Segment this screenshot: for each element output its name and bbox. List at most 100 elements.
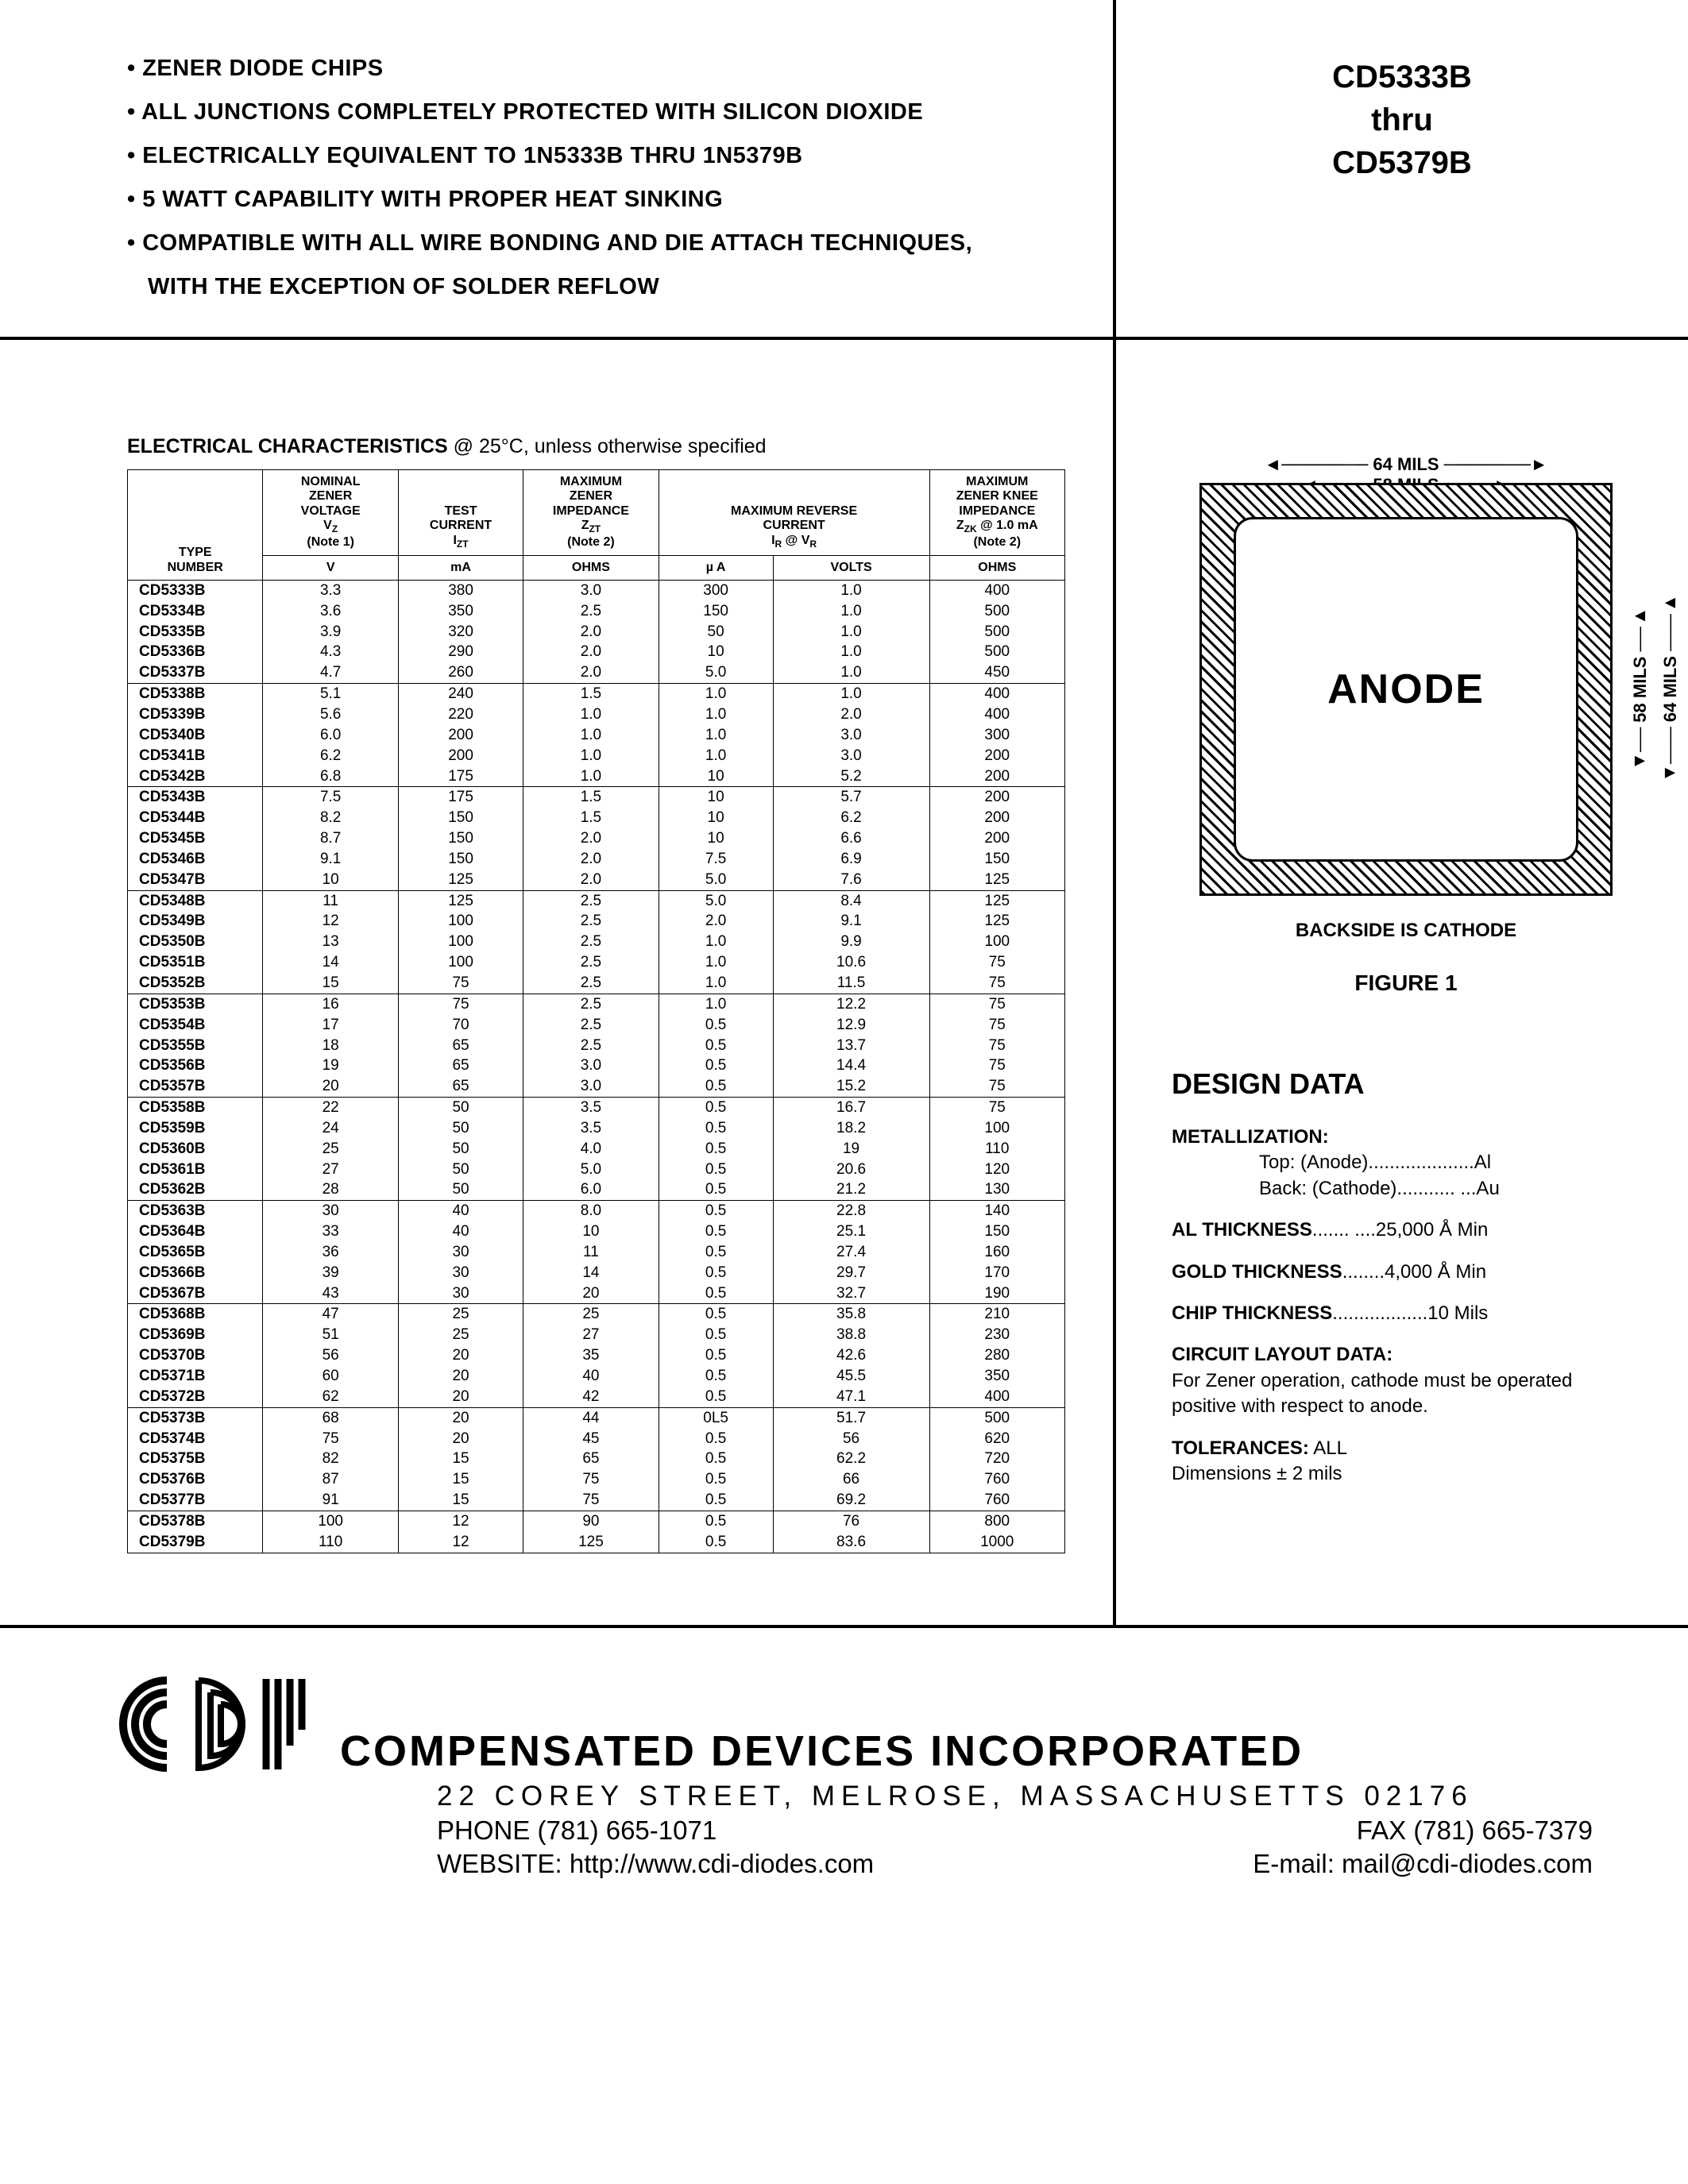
type-number-cell: CD5339B: [128, 704, 263, 725]
feature-bullet: • ALL JUNCTIONS COMPLETELY PROTECTED WIT…: [127, 99, 1073, 125]
data-cell: 1.0: [659, 704, 773, 725]
data-cell: 3.0: [523, 1055, 659, 1076]
table-row: CD5345B8.71502.0106.6200: [128, 828, 1065, 849]
data-cell: 15: [398, 1449, 523, 1469]
data-cell: 620: [929, 1429, 1064, 1449]
data-cell: 2.5: [523, 932, 659, 952]
table-row: CD5377B9115750.569.2760: [128, 1490, 1065, 1511]
data-cell: 3.0: [773, 725, 929, 746]
data-cell: 15: [398, 1490, 523, 1511]
unit-v: V: [263, 555, 398, 580]
data-cell: 75: [263, 1429, 398, 1449]
data-cell: 12: [398, 1511, 523, 1531]
logo-row: COMPENSATED DEVICES INCORPORATED: [119, 1673, 1593, 1776]
data-cell: 3.5: [523, 1118, 659, 1139]
data-cell: 68: [263, 1407, 398, 1428]
type-number-cell: CD5335B: [128, 622, 263, 642]
data-cell: 65: [398, 1036, 523, 1056]
data-cell: 56: [773, 1429, 929, 1449]
type-number-cell: CD5359B: [128, 1118, 263, 1139]
data-cell: 16.7: [773, 1098, 929, 1118]
tolerances: TOLERANCES: ALLDimensions ± 2 mils: [1172, 1436, 1640, 1488]
data-cell: 1.0: [523, 725, 659, 746]
data-cell: 0.5: [659, 1055, 773, 1076]
data-cell: 5.0: [659, 662, 773, 683]
table-row: CD5378B10012900.576800: [128, 1511, 1065, 1531]
table-row: CD5354B17702.50.512.975: [128, 1015, 1065, 1036]
data-cell: 1.0: [773, 642, 929, 662]
type-number-cell: CD5356B: [128, 1055, 263, 1076]
data-cell: 9.9: [773, 932, 929, 952]
data-cell: 75: [929, 1076, 1064, 1097]
data-cell: 75: [929, 1055, 1064, 1076]
data-cell: 100: [398, 952, 523, 973]
data-cell: 0.5: [659, 1449, 773, 1469]
table-row: CD5361B27505.00.520.6120: [128, 1160, 1065, 1180]
data-cell: 82: [263, 1449, 398, 1469]
feature-bullet: • ZENER DIODE CHIPS: [127, 56, 1073, 82]
data-cell: 1.0: [773, 622, 929, 642]
data-cell: 90: [523, 1511, 659, 1531]
data-cell: 220: [398, 704, 523, 725]
type-number-cell: CD5372B: [128, 1387, 263, 1407]
data-cell: 30: [398, 1242, 523, 1263]
data-cell: 8.2: [263, 808, 398, 828]
data-cell: 5.0: [659, 890, 773, 911]
data-cell: 1.5: [523, 684, 659, 704]
data-cell: 2.0: [523, 662, 659, 683]
data-cell: 50: [398, 1179, 523, 1200]
data-cell: 100: [263, 1511, 398, 1531]
type-number-cell: CD5349B: [128, 911, 263, 932]
type-number-cell: CD5340B: [128, 725, 263, 746]
data-cell: 65: [398, 1055, 523, 1076]
data-cell: 0.5: [659, 1160, 773, 1180]
data-cell: 2.5: [523, 973, 659, 994]
data-cell: 40: [523, 1366, 659, 1387]
table-row: CD5336B4.32902.0101.0500: [128, 642, 1065, 662]
type-number-cell: CD5369B: [128, 1325, 263, 1345]
data-cell: 2.5: [523, 994, 659, 1014]
circuit-layout: CIRCUIT LAYOUT DATA: For Zener operation…: [1172, 1342, 1640, 1419]
data-cell: 21.2: [773, 1179, 929, 1200]
feature-bullet: • ELECTRICALLY EQUIVALENT TO 1N5333B THR…: [127, 143, 1073, 169]
type-number-cell: CD5368B: [128, 1304, 263, 1325]
data-cell: 0.5: [659, 1469, 773, 1490]
data-cell: 91: [263, 1490, 398, 1511]
ec-table: TYPENUMBER NOMINALZENERVOLTAGEVZ(Note 1)…: [127, 469, 1065, 1553]
chip-outer-square: ANODE: [1199, 483, 1613, 896]
data-cell: 40: [398, 1201, 523, 1221]
unit-ohms1: OHMS: [523, 555, 659, 580]
data-cell: 75: [523, 1469, 659, 1490]
type-number-cell: CD5367B: [128, 1283, 263, 1304]
data-cell: 100: [929, 932, 1064, 952]
data-cell: 400: [929, 580, 1064, 600]
data-cell: 2.0: [523, 870, 659, 890]
data-cell: 1.0: [659, 932, 773, 952]
data-cell: 69.2: [773, 1490, 929, 1511]
data-cell: 35.8: [773, 1304, 929, 1325]
data-cell: 12.9: [773, 1015, 929, 1036]
data-cell: 0.5: [659, 1532, 773, 1553]
table-row: CD5356B19653.00.514.475: [128, 1055, 1065, 1076]
data-cell: 3.6: [263, 601, 398, 622]
data-cell: 125: [398, 890, 523, 911]
data-cell: 200: [929, 828, 1064, 849]
data-cell: 0.5: [659, 1076, 773, 1097]
data-cell: 130: [929, 1179, 1064, 1200]
data-cell: 20: [398, 1387, 523, 1407]
dim-top-outer: ◄─────── 64 MILS ───────►: [1199, 454, 1613, 475]
type-number-cell: CD5362B: [128, 1179, 263, 1200]
data-cell: 150: [929, 849, 1064, 870]
data-cell: 2.0: [523, 849, 659, 870]
type-number-cell: CD5379B: [128, 1532, 263, 1553]
data-cell: 75: [929, 1015, 1064, 1036]
data-cell: 75: [929, 1036, 1064, 1056]
data-cell: 1.0: [773, 601, 929, 622]
chip-thickness: CHIP THICKNESS..................10 Mils: [1172, 1301, 1640, 1326]
data-cell: 27.4: [773, 1242, 929, 1263]
data-cell: 18.2: [773, 1118, 929, 1139]
table-row: CD5353B16752.51.012.275: [128, 994, 1065, 1014]
data-cell: 2.0: [523, 622, 659, 642]
website: WEBSITE: http://www.cdi-diodes.com: [437, 1849, 874, 1879]
data-cell: 4.3: [263, 642, 398, 662]
